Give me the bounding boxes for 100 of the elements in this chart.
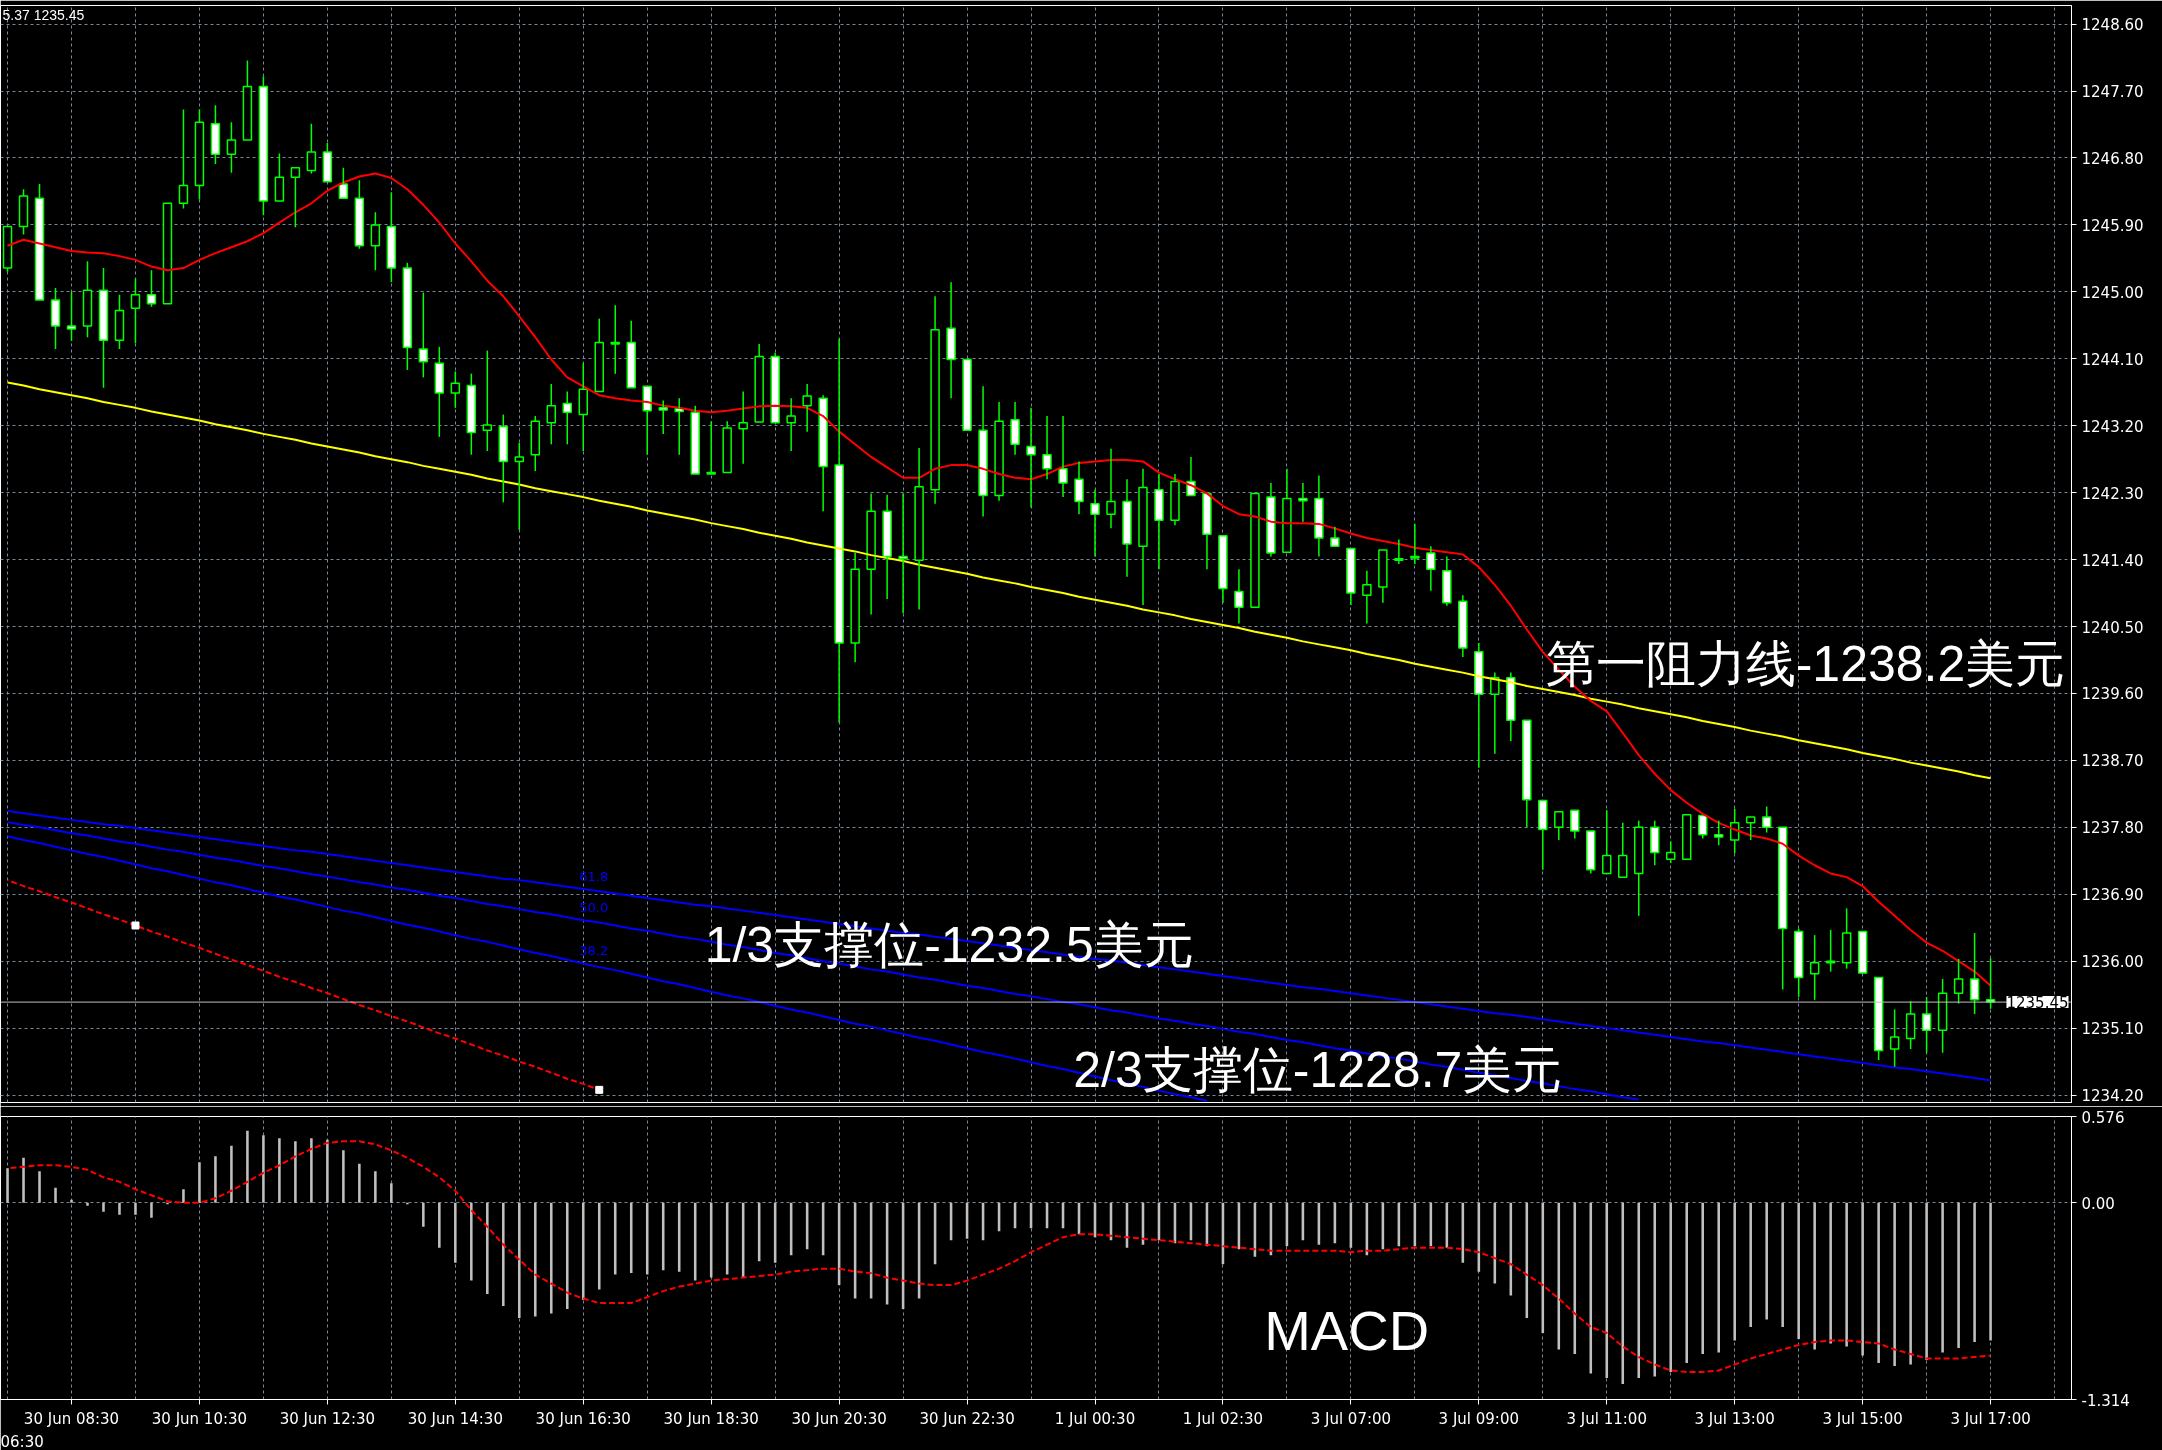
- candlestick: [738, 390, 748, 465]
- x-tick-label: 30 Jun 12:30: [279, 1409, 376, 1428]
- bar: [1973, 1202, 1976, 1342]
- candlestick: [610, 304, 620, 375]
- bar: [374, 1171, 377, 1203]
- candlestick: [1042, 415, 1052, 481]
- bar: [1957, 1202, 1960, 1348]
- candlestick: [1378, 549, 1388, 604]
- bar: [150, 1202, 153, 1218]
- x-tick-label: 30 Jun 18:30: [663, 1409, 759, 1428]
- bar: [182, 1189, 185, 1203]
- y-tick-label: 1240.50: [2081, 618, 2144, 637]
- candlestick: [866, 492, 876, 616]
- bar: [1669, 1202, 1673, 1372]
- candlestick: [1490, 671, 1500, 755]
- candlestick: [1234, 568, 1244, 625]
- bar: [326, 1139, 329, 1203]
- x-tick-label: 3 Jul 09:00: [1438, 1409, 1520, 1428]
- y-tick-label: 1238.70: [2081, 752, 2144, 771]
- bar: [198, 1162, 201, 1203]
- bar: [1653, 1202, 1657, 1377]
- x-tick-label: 30 Jun 08:30: [23, 1409, 120, 1428]
- candlestick: [1570, 809, 1580, 840]
- y-tick-label: 1234.20: [2081, 1087, 2144, 1106]
- x-tick-label: 3 Jul 13:00: [1694, 1409, 1775, 1428]
- candlestick: [706, 420, 716, 475]
- y-tick-label: 1243.20: [2081, 417, 2144, 436]
- bar: [629, 1202, 633, 1274]
- bar: [134, 1202, 137, 1215]
- candlestick: [1426, 545, 1436, 592]
- bar: [597, 1202, 601, 1290]
- candlestick: [1010, 401, 1020, 456]
- candlestick: [594, 317, 604, 393]
- candlestick: [1266, 482, 1276, 558]
- candlestick: [1458, 594, 1468, 658]
- candlestick: [546, 383, 557, 446]
- bar: [278, 1138, 281, 1203]
- bar: [342, 1150, 345, 1203]
- candlestick: [946, 281, 956, 399]
- text: 06:30: [0, 1432, 44, 1450]
- y-tick-label: 1242.30: [2081, 484, 2144, 503]
- bar: [1813, 1202, 1816, 1350]
- bar: [549, 1202, 553, 1314]
- candlestick: [1506, 671, 1516, 742]
- series-label: 61.8: [579, 869, 609, 885]
- bar: [390, 1183, 393, 1203]
- candlestick: [1170, 473, 1180, 527]
- candlestick: [578, 362, 589, 452]
- x-tick-label: 30 Jun 22:30: [919, 1409, 1015, 1428]
- series-label: 50.0: [579, 900, 609, 916]
- bar: [581, 1202, 585, 1301]
- bar: [54, 1187, 57, 1203]
- x-tick-label: 30 Jun 10:30: [151, 1409, 248, 1428]
- bar: [1893, 1202, 1896, 1366]
- bar: [1749, 1202, 1752, 1328]
- candlestick: [1138, 468, 1148, 606]
- candlestick: [882, 494, 892, 600]
- bar: [214, 1156, 217, 1203]
- candlestick: [1586, 830, 1596, 875]
- bar: [1829, 1202, 1832, 1344]
- candlestick: [1777, 826, 1788, 991]
- y-tick-label: 0.00: [2081, 1194, 2115, 1213]
- annotation: 第一阻力线-1238.2美元: [1545, 635, 2066, 692]
- bar: [1877, 1202, 1880, 1363]
- bar: [1685, 1202, 1689, 1363]
- y-tick-label: 1244.10: [2081, 350, 2144, 369]
- ref-line-label: 1235.45: [2006, 994, 2069, 1013]
- candlestick: [658, 399, 668, 435]
- candlestick: [722, 420, 732, 474]
- candlestick: [1090, 488, 1100, 558]
- bar: [1797, 1202, 1800, 1340]
- candlestick: [98, 267, 109, 389]
- series-label: 38.2: [579, 943, 609, 959]
- bar: [262, 1135, 265, 1203]
- candlestick: [274, 152, 285, 202]
- y-tick-label: 1246.80: [2081, 149, 2144, 168]
- bar: [613, 1202, 617, 1275]
- candlestick: [1218, 535, 1228, 604]
- bar: [1717, 1202, 1720, 1353]
- candlestick: [1522, 719, 1532, 829]
- candlestick: [1474, 642, 1484, 769]
- x-tick-label: 30 Jun 16:30: [535, 1409, 631, 1428]
- candlestick: [786, 397, 796, 452]
- x-tick-label: 1 Jul 00:30: [1054, 1409, 1136, 1428]
- candlestick: [626, 320, 636, 389]
- x-tick-label: 3 Jul 07:00: [1310, 1409, 1392, 1428]
- candlestick: [914, 447, 924, 611]
- x-tick-label: 3 Jul 15:00: [1822, 1409, 1903, 1428]
- candlestick: [818, 394, 828, 512]
- candlestick: [1410, 523, 1420, 565]
- bar: [470, 1202, 473, 1281]
- bar: [1861, 1202, 1864, 1356]
- candlestick: [1362, 569, 1372, 625]
- candlestick: [642, 385, 652, 456]
- bar: [1941, 1202, 1944, 1353]
- bar: [1733, 1202, 1736, 1341]
- candlestick: [1681, 813, 1692, 861]
- bar: [294, 1141, 297, 1203]
- candlestick: [1074, 460, 1084, 515]
- bar: [534, 1202, 537, 1317]
